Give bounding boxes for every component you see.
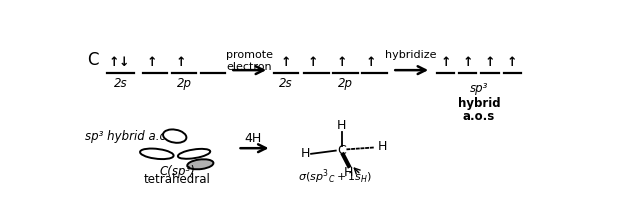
Text: promote: promote [226,50,273,60]
Ellipse shape [140,149,173,159]
Text: ↑: ↑ [307,56,318,69]
Text: 2p: 2p [338,77,353,90]
Text: ↑: ↑ [365,56,376,69]
Text: 2p: 2p [177,77,192,90]
Ellipse shape [163,129,187,143]
Text: sp³: sp³ [470,82,488,95]
Text: ↑: ↑ [175,56,186,69]
Text: H: H [301,147,310,160]
Text: tetrahedral: tetrahedral [144,173,210,186]
Text: hybridize: hybridize [385,50,436,60]
Text: C: C [337,144,346,157]
Text: C: C [87,51,98,69]
Text: ↓: ↓ [119,56,129,69]
Text: ↑: ↑ [336,56,347,69]
Text: ↑: ↑ [109,56,120,69]
Text: 4H: 4H [245,132,261,145]
Text: 2s: 2s [279,77,293,90]
Text: $\sigma(sp^3{}_C + 1s_H)$: $\sigma(sp^3{}_C + 1s_H)$ [298,168,372,186]
Text: H: H [378,140,388,153]
Text: ↑: ↑ [441,56,451,69]
Text: ↑: ↑ [146,56,157,69]
Text: C(sp³): C(sp³) [159,165,195,178]
Text: a.o.s: a.o.s [463,110,495,122]
Text: H: H [344,166,354,179]
Text: hybrid: hybrid [457,97,500,110]
Text: ↑: ↑ [507,56,517,69]
Text: sp³ hybrid a.o.s:: sp³ hybrid a.o.s: [85,130,181,143]
Text: ↑: ↑ [462,56,473,69]
Text: electron: electron [227,62,272,72]
Text: ↑: ↑ [485,56,495,69]
Ellipse shape [178,149,210,159]
Ellipse shape [187,159,213,169]
Text: 2s: 2s [114,77,127,90]
Text: ↑: ↑ [281,56,291,69]
Text: H: H [337,119,346,132]
